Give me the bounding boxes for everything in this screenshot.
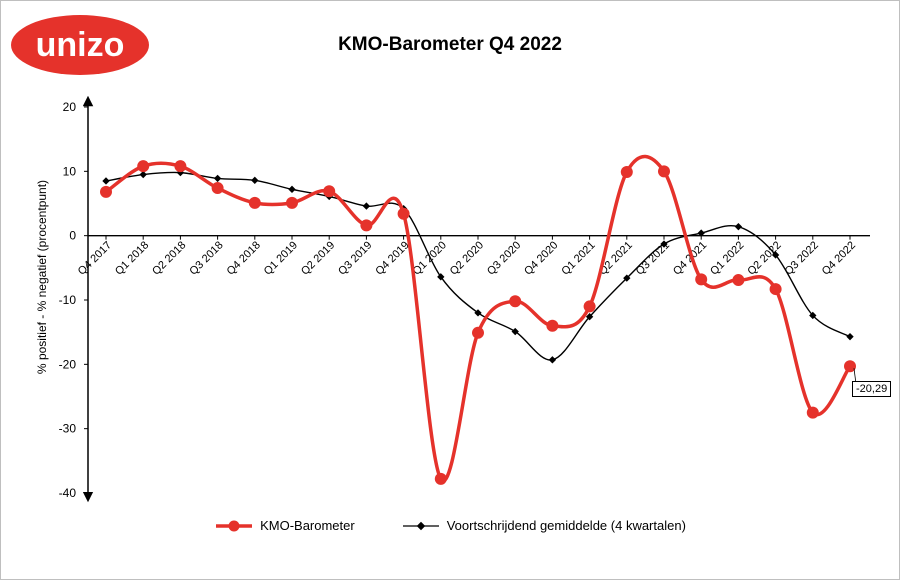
x-tick-label: Q3 2018 (187, 239, 225, 277)
legend: KMO-Barometer Voortschrijdend gemiddelde… (0, 518, 900, 533)
x-tick-label: Q3 2019 (336, 239, 374, 277)
point-avg (697, 229, 705, 237)
y-tick-label: -10 (59, 293, 77, 307)
point-avg (623, 274, 631, 282)
x-tick-label: Q1 2019 (262, 239, 300, 277)
point-kmo (546, 319, 559, 332)
logo-ellipse (11, 15, 149, 75)
chart-title: KMO-Barometer Q4 2022 (338, 34, 562, 55)
point-avg (437, 273, 445, 281)
y-tick-label: 20 (63, 100, 77, 114)
point-avg (213, 174, 222, 183)
point-kmo (248, 196, 261, 209)
x-tick-label: Q4 2022 (820, 239, 858, 277)
point-avg (809, 311, 817, 320)
point-kmo (583, 300, 596, 313)
y-tick-label: 0 (69, 229, 76, 243)
point-avg (474, 309, 482, 317)
point-kmo (472, 326, 484, 339)
point-kmo (658, 165, 670, 178)
x-tick-label: Q4 2018 (225, 239, 263, 277)
x-tick-label: Q2 2019 (299, 239, 337, 277)
point-avg (585, 313, 594, 321)
y-axis-label: % positief - % negatief (procentpunt) (35, 179, 49, 375)
y-tick-label: -40 (59, 486, 77, 500)
point-avg (846, 332, 854, 341)
point-kmo (137, 160, 150, 173)
series-line-kmo (104, 154, 852, 483)
point-kmo (769, 283, 782, 296)
logo-text: unizo (36, 26, 125, 64)
point-avg (251, 176, 259, 185)
point-avg (734, 222, 743, 231)
x-tick-label: Q1 2022 (708, 239, 746, 277)
x-tick-label: Q3 2020 (485, 239, 523, 277)
legend-item-avg: Voortschrijdend gemiddelde (4 kwartalen) (401, 518, 686, 533)
legend-item-kmo: KMO-Barometer (214, 518, 355, 533)
point-avg (548, 356, 557, 364)
point-avg (102, 177, 110, 185)
point-kmo (397, 207, 410, 220)
point-avg (288, 185, 296, 194)
legend-swatch-avg (402, 521, 439, 530)
unizo-logo: unizo (11, 15, 149, 75)
x-tick-label: Q4 2020 (522, 239, 560, 277)
point-kmo (695, 273, 708, 286)
point-kmo (100, 185, 112, 198)
y-tick-label: -20 (59, 357, 77, 371)
point-kmo (211, 182, 224, 195)
last-value-callout: -20,29 (852, 381, 892, 397)
x-tick-label: Q4 2019 (373, 239, 411, 277)
point-kmo (323, 185, 336, 198)
point-kmo (434, 472, 447, 485)
point-avg (511, 327, 519, 336)
x-tick-label: Q2 2018 (150, 239, 188, 277)
legend-label-avg: Voortschrijdend gemiddelde (4 kwartalen) (446, 518, 686, 533)
point-kmo (286, 196, 298, 209)
point-kmo (732, 274, 745, 287)
legend-label-kmo: KMO-Barometer (260, 518, 355, 533)
point-kmo (360, 219, 373, 232)
x-tick-label: Q1 2018 (113, 239, 151, 277)
point-kmo (509, 295, 522, 308)
x-tick-label: Q2 2020 (448, 239, 486, 277)
x-tick-label: Q3 2022 (783, 239, 821, 277)
point-kmo (844, 360, 856, 373)
point-kmo (620, 165, 633, 178)
point-avg (362, 202, 371, 210)
x-tick-label: Q1 2021 (559, 239, 597, 277)
x-tick-label: Q1 2020 (411, 239, 449, 277)
x-tick-label: Q4 2017 (76, 239, 114, 277)
point-kmo (174, 160, 187, 173)
x-tick-label: Q4 2021 (671, 239, 709, 277)
y-tick-label: -30 (59, 422, 77, 436)
legend-swatch-kmo (216, 520, 253, 531)
point-avg (660, 240, 668, 248)
y-tick-label: 10 (63, 164, 77, 178)
point-kmo (806, 406, 819, 419)
